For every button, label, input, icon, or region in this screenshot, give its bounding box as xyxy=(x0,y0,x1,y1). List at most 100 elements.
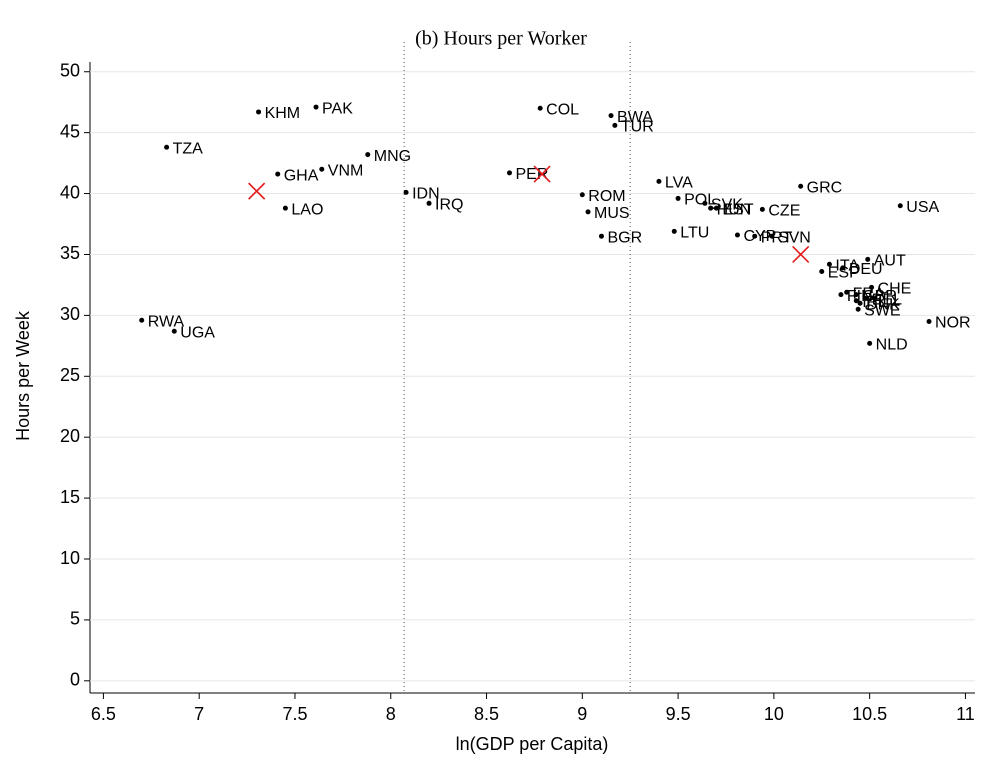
y-tick-label: 45 xyxy=(60,121,80,141)
point xyxy=(855,306,861,312)
point-label: PER xyxy=(516,166,549,183)
marker xyxy=(533,165,551,183)
point xyxy=(675,195,681,201)
point-label: COL xyxy=(546,102,579,119)
point-label: HUN xyxy=(717,201,752,218)
point-label: VNM xyxy=(328,162,364,179)
point xyxy=(838,292,844,298)
point-label: KHM xyxy=(265,105,301,122)
point xyxy=(869,284,875,290)
point xyxy=(365,152,371,158)
point-label: IDN xyxy=(412,186,440,203)
y-tick-label: 10 xyxy=(60,548,80,568)
point xyxy=(734,232,740,238)
point-label: ESP xyxy=(828,265,860,282)
point xyxy=(819,269,825,275)
point-label: CHE xyxy=(878,281,912,298)
point-label: SWE xyxy=(864,303,900,320)
y-tick-label: 40 xyxy=(60,182,80,202)
point-label: GRC xyxy=(807,179,843,196)
point xyxy=(319,166,325,172)
point xyxy=(598,233,604,239)
point-label: NLD xyxy=(876,337,908,354)
x-tick-label: 7 xyxy=(194,704,204,724)
x-tick-label: 10 xyxy=(764,704,784,724)
chart-title: (b) Hours per Worker xyxy=(415,28,587,50)
y-tick-label: 50 xyxy=(60,60,80,80)
point-label: CZE xyxy=(768,203,800,220)
point xyxy=(537,105,543,111)
point-label: LTU xyxy=(680,225,709,242)
point-label: BWA xyxy=(617,109,653,126)
point xyxy=(579,192,585,198)
point-label: BEL xyxy=(872,292,902,309)
y-tick-label: 30 xyxy=(60,304,80,324)
point-label: LVA xyxy=(665,175,693,192)
y-tick-label: 25 xyxy=(60,365,80,385)
point-label: DEU xyxy=(849,261,883,278)
y-axis-label: Hours per Week xyxy=(13,310,33,441)
point xyxy=(585,209,591,215)
point-label: IRL xyxy=(862,294,887,311)
point-label: RWA xyxy=(148,313,185,330)
y-tick-label: 0 xyxy=(70,670,80,690)
x-tick-label: 9 xyxy=(577,704,587,724)
point xyxy=(840,265,846,271)
point xyxy=(863,295,869,301)
point xyxy=(403,189,409,195)
point xyxy=(426,200,432,206)
x-tick-label: 10.5 xyxy=(852,704,887,724)
marker xyxy=(248,182,266,200)
point xyxy=(826,261,832,267)
point xyxy=(275,171,281,177)
y-tick-label: 15 xyxy=(60,487,80,507)
point xyxy=(857,300,863,306)
x-axis-label: ln(GDP per Capita) xyxy=(456,734,609,754)
x-tick-label: 9.5 xyxy=(666,704,691,724)
point-label: USA xyxy=(906,199,939,216)
point-label: AUT xyxy=(874,253,906,270)
point-label: DNK xyxy=(866,296,900,313)
point-label: TUR xyxy=(621,119,654,136)
point-label: SVK xyxy=(711,197,743,214)
point-label: NOR xyxy=(935,315,971,332)
point xyxy=(164,144,170,150)
point xyxy=(656,178,662,184)
point-label: GHA xyxy=(284,167,319,184)
point xyxy=(282,205,288,211)
point xyxy=(853,292,859,298)
point-label: GBR xyxy=(862,288,897,305)
y-tick-label: 35 xyxy=(60,243,80,263)
point xyxy=(769,233,775,239)
point xyxy=(867,340,873,346)
marker xyxy=(792,245,810,264)
point xyxy=(612,122,618,128)
point-label: FRA xyxy=(853,285,885,302)
y-tick-label: 20 xyxy=(60,426,80,446)
point xyxy=(853,298,859,304)
x-tick-label: 6.5 xyxy=(91,704,116,724)
point-label: MUS xyxy=(594,205,630,222)
point-label: SVN xyxy=(778,229,811,246)
y-tick-label: 5 xyxy=(70,609,80,629)
point xyxy=(926,318,932,324)
point xyxy=(171,328,177,334)
x-tick-label: 11 xyxy=(956,704,975,724)
point-label: EST xyxy=(722,201,753,218)
point xyxy=(702,200,708,206)
point xyxy=(865,256,871,262)
point xyxy=(139,317,145,323)
x-tick-label: 8.5 xyxy=(474,704,499,724)
point-label: LAO xyxy=(291,201,323,218)
point-label: IRQ xyxy=(435,197,463,214)
point xyxy=(713,205,719,211)
point xyxy=(844,289,850,295)
point xyxy=(507,170,513,176)
point xyxy=(608,113,614,119)
point xyxy=(671,228,677,234)
point-label: ITA xyxy=(835,257,859,274)
point-label: ROM xyxy=(588,188,625,205)
point xyxy=(798,183,804,189)
point-label: CYP xyxy=(743,228,776,245)
point xyxy=(313,104,319,110)
